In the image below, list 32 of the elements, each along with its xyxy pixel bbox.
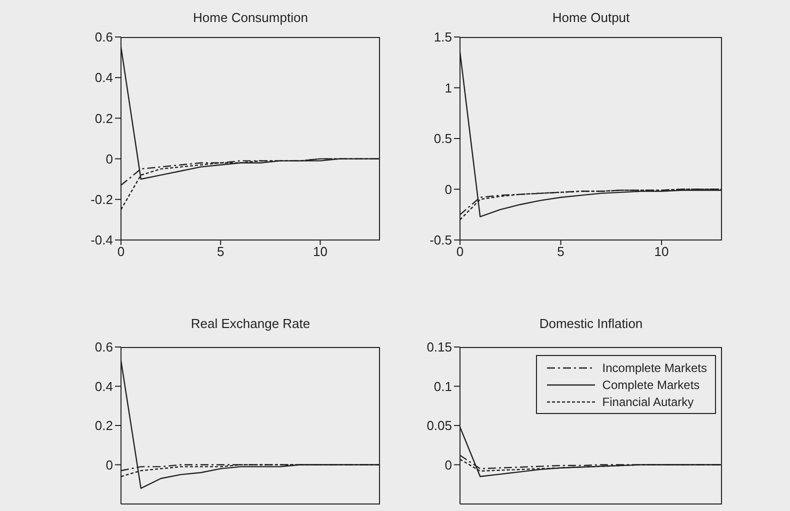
y-tick-label: 1 [444,80,452,96]
chart-title: Domestic Inflation [538,316,644,331]
x-tick-label: 10 [312,244,328,260]
y-tick-label: 0 [106,151,113,166]
x-tick-label: 10 [654,244,669,260]
y-tick-label: 1.5 [434,30,452,45]
y-tick-label: 0.6 [94,340,113,355]
y-tick-label: 0.2 [94,110,113,126]
chart-title: Real Exchange Rate [190,316,312,331]
y-tick-label: 0.6 [94,30,113,45]
chart-title: Home Consumption [192,10,309,25]
y-tick-label: 0.15 [426,340,452,355]
y-tick-label: 0 [444,457,452,472]
y-tick-label: 0.5 [434,131,452,146]
legend-label: Incomplete Markets [602,360,707,374]
y-tick-label: 0.05 [426,418,452,434]
legend-label: Financial Autarky [602,394,694,408]
y-tick-label: 0.2 [94,418,113,434]
y-tick-label: 0 [106,457,113,472]
y-tick-label: -0.5 [430,232,452,248]
y-tick-label: 0.4 [94,70,113,86]
x-tick-label: 5 [557,244,564,260]
y-tick-label: 0 [444,182,452,197]
legend-label: Complete Markets [602,378,700,392]
y-tick-label: 0.1 [434,378,452,394]
x-tick-label: 0 [456,244,464,260]
x-tick-label: 5 [217,244,224,260]
y-tick-label: 0.4 [94,378,113,394]
y-tick-label: -0.4 [90,232,113,248]
y-tick-label: -0.2 [90,192,113,208]
chart-title: Home Output [551,10,631,25]
x-tick-label: 0 [117,244,125,260]
